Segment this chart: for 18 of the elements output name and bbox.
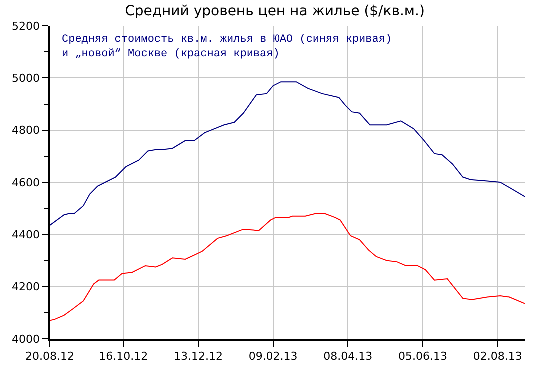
x-tick-label: 20.08.12: [26, 350, 74, 363]
y-tick-label: 4800: [12, 124, 40, 138]
x-tick-label: 08.04.13: [324, 350, 373, 363]
chart-title: Средний уровень цен на жилье ($/кв.м.): [125, 3, 425, 20]
x-tick-label: 05.06.13: [398, 350, 448, 363]
y-tick-label: 4000: [12, 332, 40, 346]
y-tick-label: 4400: [12, 228, 40, 242]
y-tick-label: 4600: [12, 176, 40, 190]
x-tick-label: 16.10.12: [99, 350, 148, 363]
y-tick-label: 5200: [12, 20, 40, 33]
line-series: [50, 213, 525, 322]
y-tick-label: 5000: [12, 72, 40, 86]
x-tick-label: 02.08.13: [473, 350, 522, 363]
x-tick-label: 13.12.12: [174, 350, 223, 363]
line-series: [50, 82, 525, 226]
annotation: Средняя стоимость кв.м. жилья в ЮАО (синяя кривая) и „новой“ Москве (красная кривая): [62, 34, 392, 60]
y-tick-label: 4200: [12, 280, 40, 294]
x-tick-label: 09.02.13: [248, 350, 298, 363]
